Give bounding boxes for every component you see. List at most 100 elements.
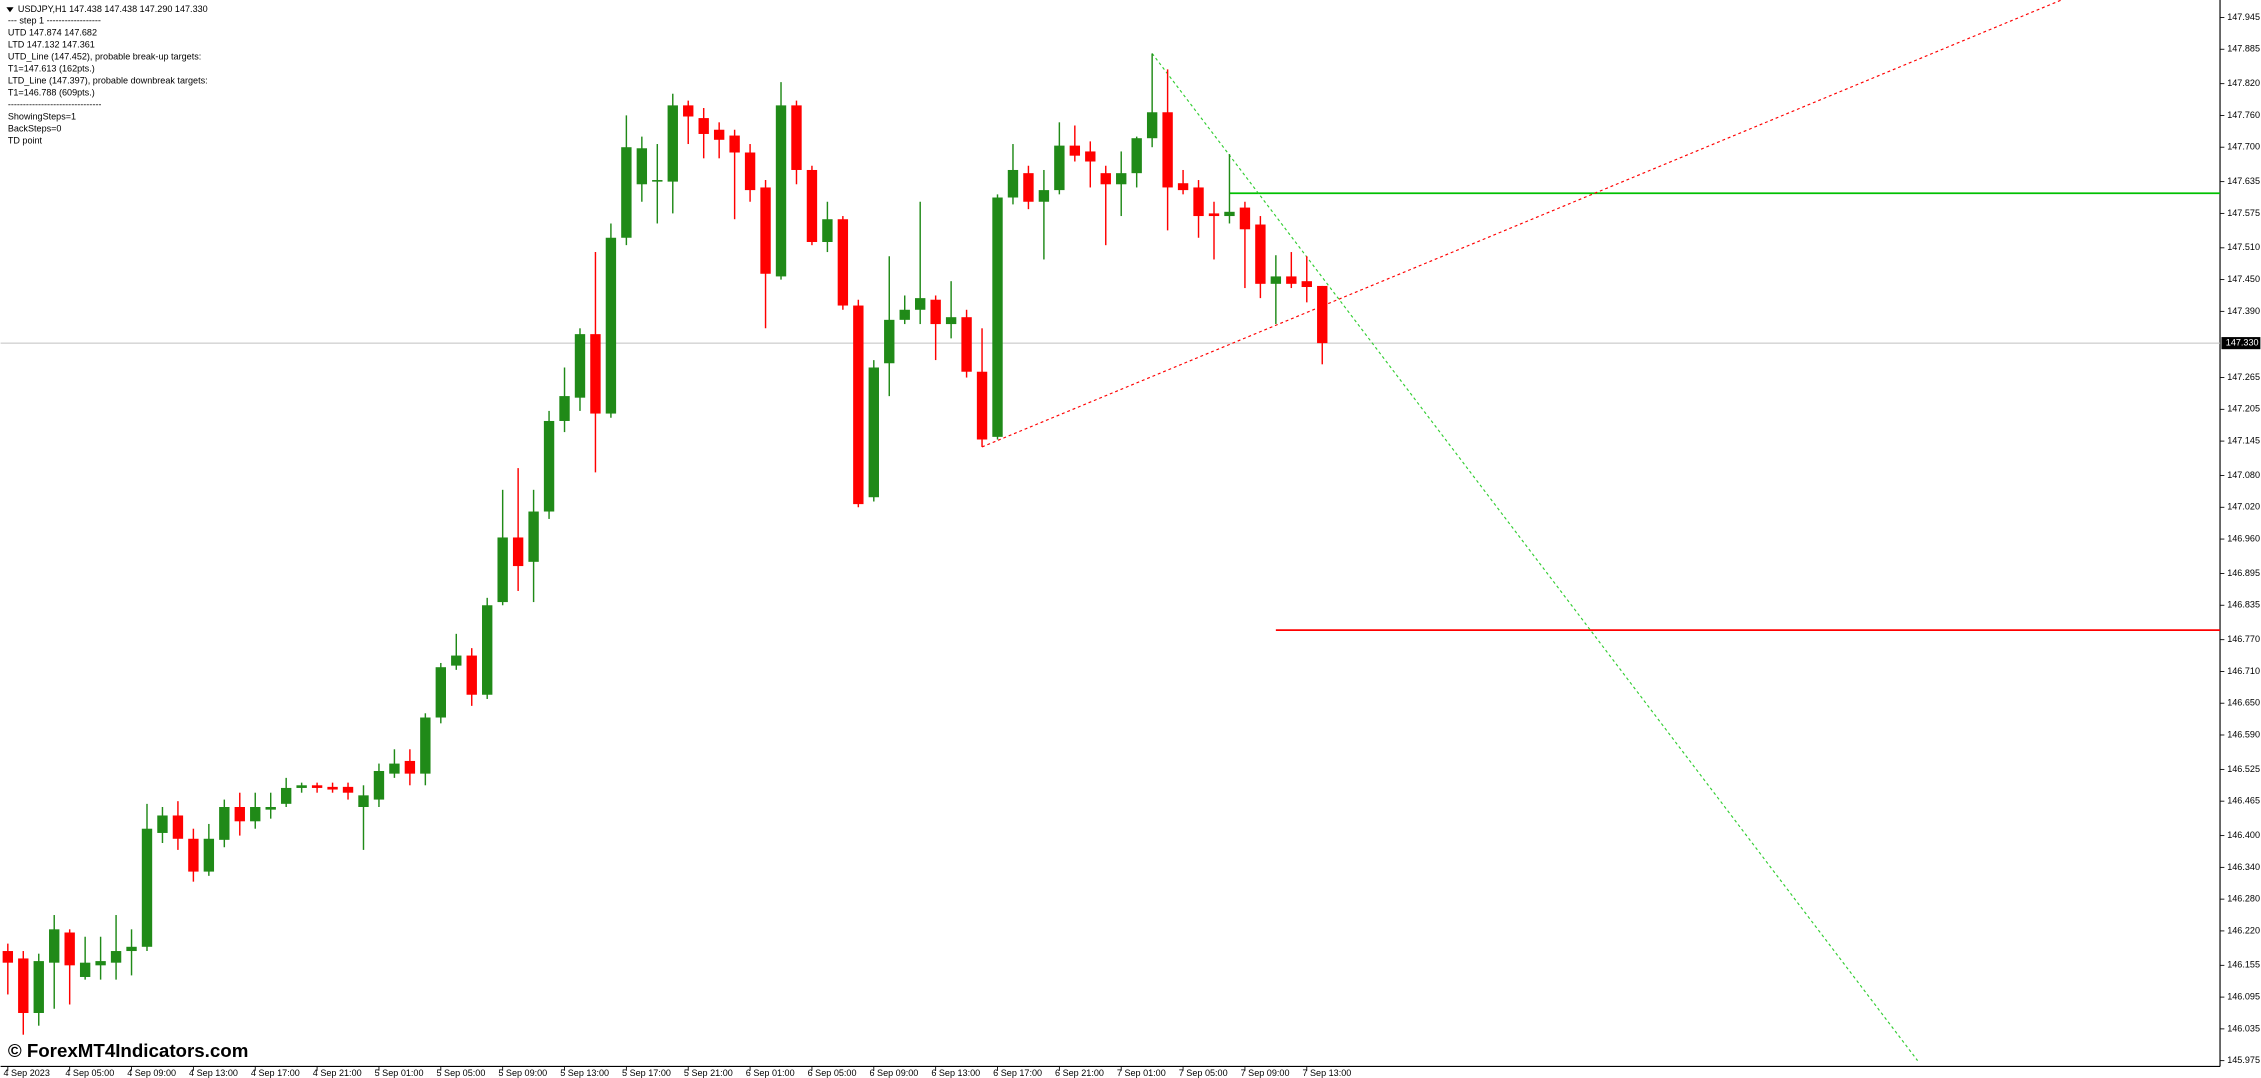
candle (296, 782, 307, 793)
current-price-box (2221, 337, 2261, 350)
candle-body (621, 147, 632, 238)
candle (1301, 256, 1312, 303)
candle (528, 489, 539, 603)
candle (899, 295, 910, 325)
candle-body (95, 961, 106, 966)
candle-body (899, 309, 910, 320)
candle-body (203, 838, 215, 872)
x-tick-label: 6 Sep 09:00 (869, 1068, 918, 1078)
x-tick-label: 6 Sep 21:00 (1055, 1068, 1104, 1078)
candle-body (760, 187, 771, 274)
candle (806, 165, 818, 246)
candle-body (636, 148, 648, 185)
candle-body (1317, 285, 1328, 344)
symbol-menu-arrow[interactable] (6, 7, 14, 13)
candle-body (280, 787, 292, 804)
candle-body (435, 667, 446, 718)
y-tick-label: 145.975 (2227, 1055, 2260, 1065)
candle-body (1085, 151, 1096, 162)
candle (512, 468, 524, 591)
y-tick-label: 147.945 (2227, 12, 2260, 22)
candle (1007, 144, 1019, 205)
candle-body (667, 105, 678, 182)
candle (342, 782, 354, 800)
y-tick-label: 146.710 (2227, 666, 2260, 676)
indicator-info: --- step 1 ------------------ (8, 16, 101, 26)
candle-body (389, 763, 400, 774)
candle-body (497, 537, 508, 603)
candle (559, 367, 570, 433)
candle-body (884, 319, 895, 364)
candle-body (311, 785, 323, 788)
x-tick-label: 5 Sep 13:00 (560, 1068, 609, 1078)
x-tick-label: 4 Sep 2023 (4, 1068, 50, 1078)
y-tick-label: 147.020 (2227, 502, 2260, 512)
y-tick-label: 146.770 (2227, 634, 2260, 644)
candle (33, 953, 44, 1026)
candle (265, 792, 276, 819)
y-tick-label: 147.450 (2227, 274, 2260, 284)
candle-body (219, 807, 230, 840)
candle (420, 713, 431, 786)
y-tick-label: 146.340 (2227, 862, 2260, 872)
candle-body (373, 770, 385, 800)
candle-body (698, 118, 709, 134)
candle-body (713, 129, 725, 140)
candle (1100, 165, 1111, 246)
y-tick-label: 147.700 (2227, 142, 2260, 152)
candle-body (1131, 138, 1142, 174)
candle (791, 100, 802, 185)
candle (203, 823, 215, 876)
candle-body (1038, 190, 1050, 202)
candle (172, 801, 184, 850)
candle (311, 782, 323, 793)
candle-body (775, 105, 787, 277)
candle-body (172, 815, 184, 839)
candle-body (1116, 173, 1127, 185)
x-tick-label: 4 Sep 17:00 (251, 1068, 300, 1078)
y-tick-label: 147.885 (2227, 44, 2260, 54)
candle-body (791, 105, 802, 170)
candle (853, 299, 864, 508)
candle-body (18, 958, 29, 1013)
y-tick-label: 146.400 (2227, 830, 2260, 840)
candle-body (157, 815, 168, 833)
candle (1162, 69, 1173, 231)
candle-body (822, 219, 833, 242)
candle-body (1301, 281, 1312, 288)
x-tick-label: 4 Sep 21:00 (313, 1068, 362, 1078)
y-tick-label: 146.835 (2227, 600, 2260, 610)
candle (760, 180, 771, 329)
candle (605, 223, 617, 418)
indicator-info: LTD_Line (147.397), probable downbreak t… (8, 76, 208, 86)
candle-body (512, 537, 524, 567)
candle (1085, 141, 1096, 188)
candle (930, 295, 941, 361)
candle (188, 828, 199, 882)
candle (884, 256, 895, 397)
candle (543, 410, 555, 519)
candle (652, 144, 663, 224)
watermark: © ForexMT4Indicators.com (8, 1040, 249, 1061)
candle (1224, 154, 1235, 224)
candle (775, 82, 787, 280)
candle (157, 807, 168, 844)
candle (1177, 169, 1189, 195)
candle-body (853, 305, 864, 505)
candle (1116, 151, 1127, 217)
candle (49, 915, 60, 1009)
candle (698, 108, 709, 159)
candle-body (265, 807, 276, 810)
candle-body (64, 932, 75, 966)
candle-body (1208, 213, 1220, 217)
candle-body (837, 219, 849, 306)
candle-body (574, 334, 586, 398)
candle (1317, 285, 1328, 365)
candle-body (110, 951, 122, 963)
candle (497, 489, 508, 606)
indicator-info: ------------------------------- (8, 99, 102, 109)
candle (219, 799, 230, 848)
x-tick-label: 4 Sep 05:00 (65, 1068, 114, 1078)
candle-body (729, 135, 740, 153)
